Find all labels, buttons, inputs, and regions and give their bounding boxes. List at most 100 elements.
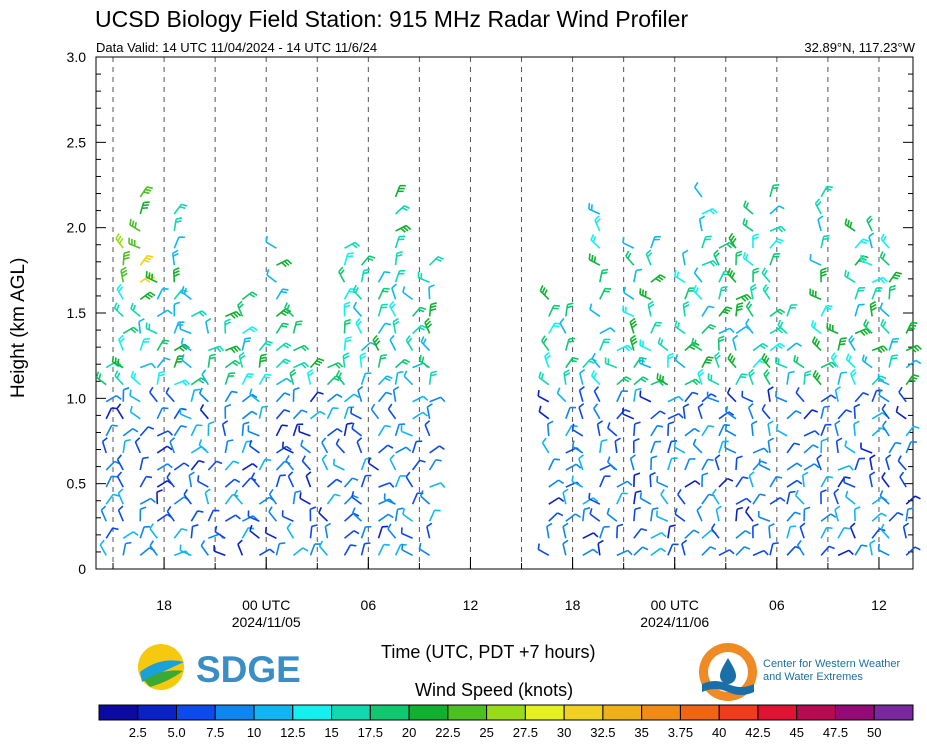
wind-barb [667, 524, 676, 539]
wind-barb-flag [541, 437, 547, 444]
wind-barb-staff [845, 496, 856, 505]
wind-barb [854, 238, 869, 249]
wind-barb [820, 438, 828, 453]
wind-barb [879, 302, 890, 318]
wind-barb-flag [692, 438, 697, 445]
wind-barb [633, 472, 641, 488]
wind-barb-staff [750, 423, 754, 436]
wind-barb-staff [333, 464, 345, 471]
wind-barb-flag [391, 283, 397, 289]
wind-barb-flag [402, 508, 406, 515]
colorbar-label: 25 [479, 725, 493, 740]
wind-barb [214, 525, 226, 539]
wind-barb [372, 334, 381, 351]
wind-barb-staff [156, 372, 160, 385]
wind-barb [378, 482, 395, 488]
wind-barb-staff [116, 459, 124, 471]
wind-barb-staff [146, 327, 158, 335]
wind-barb-flag [337, 362, 344, 368]
wind-barb-flag [112, 527, 119, 531]
wind-barb-staff [667, 526, 671, 539]
wind-barb [650, 235, 661, 249]
wind-barb-flag [266, 340, 273, 344]
wind-barb-staff [377, 391, 387, 403]
wind-barb-flag [350, 288, 357, 291]
wind-barb-flag [914, 495, 921, 500]
wind-barb-flag [116, 471, 123, 478]
wind-barb-flag [179, 205, 186, 210]
wind-barb-flag [116, 403, 122, 410]
wind-barb [691, 337, 703, 352]
wind-barb [292, 320, 303, 334]
wind-barb-flag [748, 368, 754, 375]
wind-barb [556, 387, 567, 403]
wind-barb [394, 250, 403, 266]
wind-barb-flag [344, 301, 351, 306]
wind-barb [377, 424, 391, 437]
wind-barb-flag [282, 288, 289, 291]
wind-barb-staff [735, 476, 744, 488]
wind-barb-staff [633, 423, 636, 436]
wind-barb [139, 291, 156, 300]
wind-barb [367, 457, 379, 471]
wind-barb-staff [292, 492, 296, 505]
wind-barb [742, 218, 754, 232]
wind-barb-flag [744, 546, 751, 550]
wind-barb-staff [179, 413, 192, 420]
wind-barb [622, 408, 635, 420]
wind-barb [871, 287, 883, 300]
wind-barb-flag [826, 185, 833, 189]
wind-barb-flag [592, 548, 599, 554]
wind-barb-staff [622, 242, 635, 249]
wind-barb [650, 440, 661, 454]
wind-barb-flag [387, 444, 394, 449]
wind-barb-flag [854, 506, 861, 510]
wind-barb-staff [866, 219, 873, 232]
wind-barb-flag [233, 312, 239, 318]
wind-barb-flag [625, 250, 630, 257]
wind-barb-flag [567, 302, 574, 306]
wind-barb-staff [758, 463, 771, 471]
wind-barb-flag [238, 351, 245, 357]
wind-barb-staff [614, 440, 618, 454]
wind-barb-staff [769, 238, 779, 249]
wind-barb-staff [881, 408, 890, 420]
wind-barb-flag [301, 346, 307, 352]
wind-barb-staff [835, 440, 839, 454]
wind-barb [394, 543, 407, 556]
wind-barb-flag [164, 357, 171, 361]
wind-barb-flag [430, 370, 438, 374]
wind-barb-staff [718, 478, 728, 488]
wind-barb [249, 524, 260, 539]
wind-barb [205, 317, 212, 334]
wind-barb [284, 302, 294, 317]
wind-barb-staff [877, 378, 890, 386]
wind-barb-flag [111, 355, 115, 363]
wind-barb-staff [606, 513, 618, 522]
wind-barb-flag [825, 188, 832, 191]
wind-barb-staff [667, 458, 673, 471]
wind-barb-flag [392, 317, 399, 323]
wind-barb-flag [768, 437, 775, 442]
wind-barb-staff [548, 512, 559, 522]
wind-barb [537, 390, 550, 403]
wind-barb-staff [301, 460, 312, 471]
wind-barb [752, 493, 766, 505]
wind-barb [786, 442, 801, 454]
wind-barb-flag [682, 249, 689, 255]
wind-barb [854, 457, 865, 471]
wind-barb [139, 475, 153, 488]
wind-barb [582, 532, 599, 539]
wind-barb-flag [562, 488, 569, 494]
wind-barb [173, 301, 181, 317]
wind-barb-staff [394, 270, 401, 283]
wind-barb-flag [282, 322, 289, 326]
wind-barb [879, 251, 890, 266]
wind-barb-flag [407, 337, 413, 344]
wind-barb [762, 284, 771, 300]
wind-barb-flag [345, 336, 352, 340]
wind-barb-flag [404, 358, 411, 363]
wind-barb-staff [258, 496, 270, 505]
wind-barb-staff [707, 396, 720, 403]
wind-barb-flag [344, 318, 351, 323]
